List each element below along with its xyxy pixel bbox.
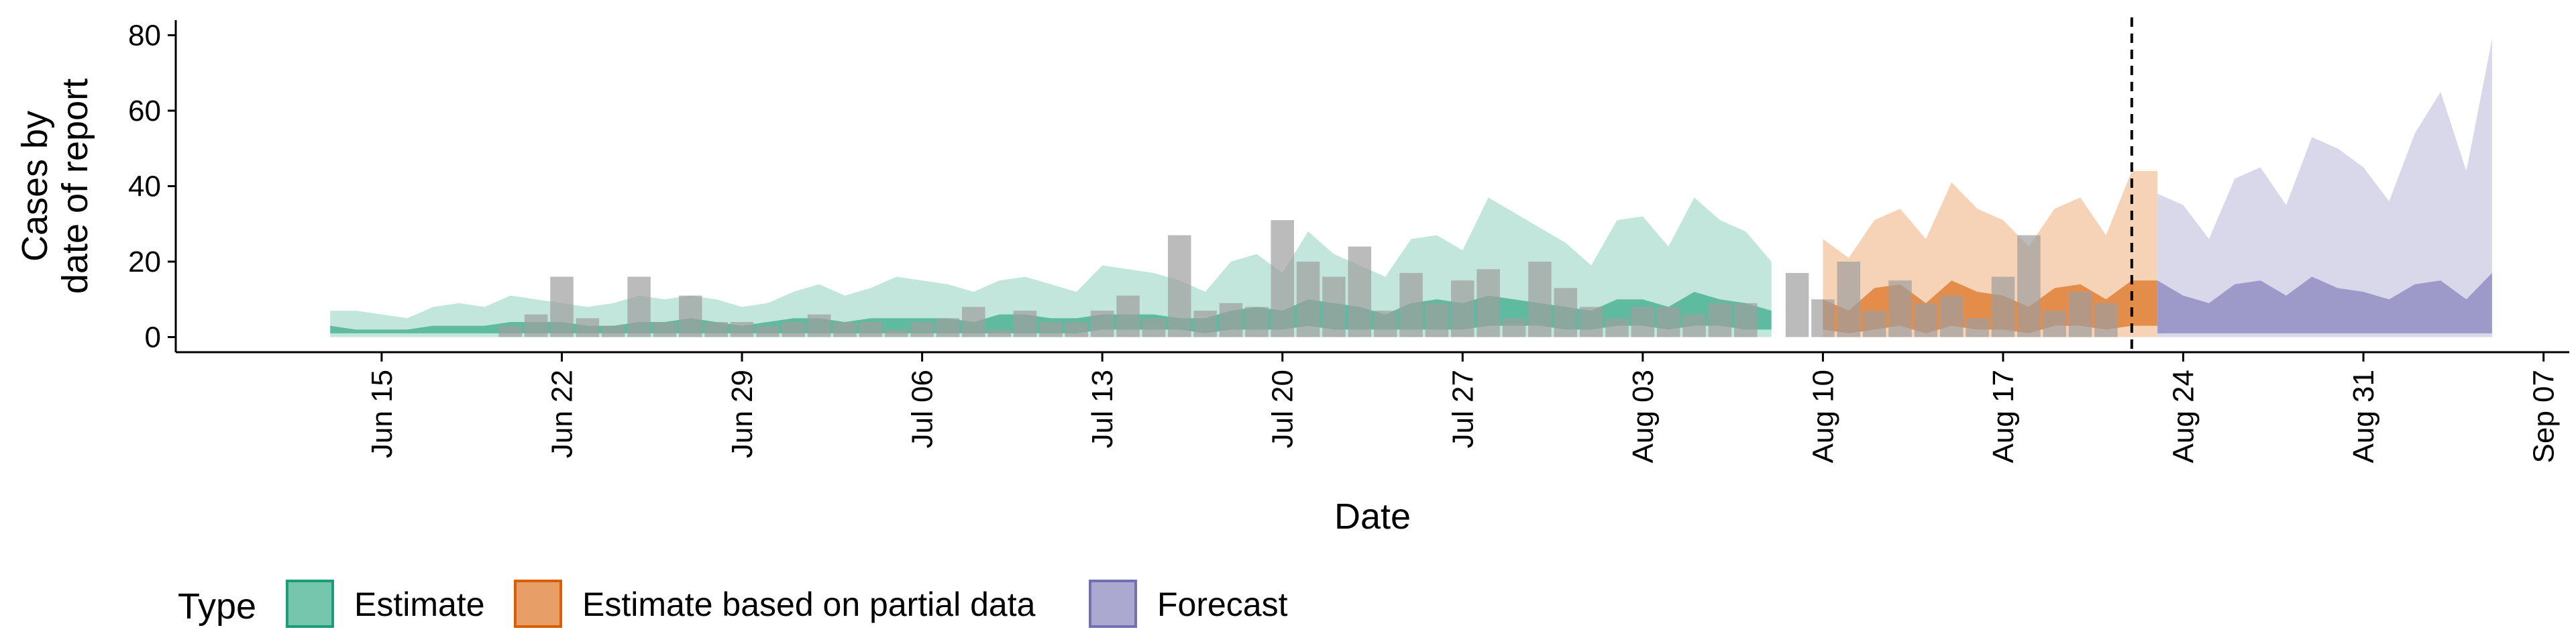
y-tick-label: 0 — [145, 321, 161, 354]
legend-swatch-estimate-based-on-partial-data — [514, 580, 562, 628]
observed-bar — [987, 329, 1011, 337]
legend-items: Estimate Estimate based on partial data Fo… — [286, 580, 1288, 628]
x-tick-label: Jul 20 — [1267, 370, 1299, 448]
observed-bar — [1888, 280, 1912, 337]
observed-bar — [653, 322, 677, 337]
legend-title: Type — [178, 586, 256, 627]
y-tick-label: 20 — [128, 246, 161, 278]
observed-bar — [1579, 307, 1603, 337]
y-tick-label: 40 — [128, 170, 161, 203]
x-tick-label: Jun 15 — [366, 370, 398, 458]
observed-bar — [1090, 311, 1114, 337]
x-tick-label: Jul 27 — [1446, 370, 1479, 448]
y-tick-label: 60 — [128, 95, 161, 127]
y-tick-label: 80 — [128, 19, 161, 52]
observed-bar — [1348, 246, 1372, 337]
legend-swatch-estimate — [286, 580, 334, 628]
y-axis-title-line2: date of report — [55, 78, 95, 294]
observed-bar — [1811, 299, 1835, 337]
observed-bar — [936, 318, 960, 337]
observed-bar — [1193, 311, 1217, 337]
observed-bar — [2043, 311, 2066, 337]
observed-bar — [601, 325, 625, 337]
axes: 0 20 40 60 80 Jun 15 Jun 22 Jun 29 Jul 06 Jul 13… — [128, 19, 2569, 463]
x-tick-label: Aug 31 — [2347, 370, 2380, 463]
observed-bar — [807, 314, 831, 337]
observed-bar — [1142, 318, 1166, 337]
x-tick-label: Jun 22 — [545, 370, 578, 458]
observed-bar — [782, 322, 806, 337]
x-axis-ticks: Jun 15 Jun 22 Jun 29 Jul 06 Jul 13 Jul 20 Jul … — [366, 352, 2561, 463]
observed-bar — [1322, 276, 1346, 337]
legend-label-forecast: Forecast — [1157, 586, 1288, 623]
observed-bar — [1013, 311, 1037, 337]
observed-bar — [1785, 272, 1809, 337]
observed-bar — [833, 322, 857, 337]
observed-bar — [884, 329, 908, 337]
observed-bar — [524, 314, 548, 337]
x-axis-title: Date — [1334, 496, 1411, 537]
legend: Type Estimate Estimate based on partial d… — [178, 580, 1288, 628]
observed-bar — [910, 322, 934, 337]
observed-bar — [1682, 314, 1706, 337]
y-axis-title-line1: Cases by — [15, 111, 55, 262]
observed-bar — [1939, 295, 1964, 337]
observed-bar — [1966, 318, 1989, 337]
observed-bar — [1451, 280, 1474, 337]
observed-bar — [1502, 318, 1526, 337]
x-tick-label: Aug 17 — [1987, 370, 2020, 463]
observed-bar — [1296, 262, 1320, 337]
observed-bar — [1039, 322, 1063, 337]
observed-bar — [704, 322, 728, 337]
x-tick-label: Jul 06 — [906, 370, 939, 448]
observed-bar — [1373, 311, 1397, 337]
x-tick-label: Sep 07 — [2528, 370, 2561, 463]
observed-bar — [1477, 269, 1500, 337]
observed-bar — [756, 325, 780, 337]
observed-bar — [498, 325, 523, 337]
observed-bar — [1399, 272, 1423, 337]
observed-bar — [1837, 262, 1861, 337]
observed-bar — [679, 295, 702, 337]
legend-swatch-forecast — [1089, 580, 1137, 628]
y-axis-ticks: 0 20 40 60 80 — [128, 19, 176, 354]
observed-bar — [2017, 235, 2041, 337]
observed-bar — [1116, 295, 1140, 337]
x-tick-label: Aug 10 — [1807, 370, 1839, 463]
observed-bar — [2068, 292, 2092, 337]
observed-bar — [1656, 307, 1680, 337]
observed-bar — [1991, 276, 2015, 337]
observed-bar — [1425, 303, 1449, 337]
ribbon-90-forecast — [2157, 39, 2492, 337]
legend-label-estimate: Estimate — [354, 586, 485, 623]
x-tick-label: Jul 13 — [1086, 370, 1119, 448]
observed-bar — [1554, 288, 1578, 337]
observed-bar — [1219, 303, 1243, 337]
observed-bar — [859, 322, 883, 337]
x-tick-label: Aug 24 — [2167, 370, 2200, 463]
observed-bar — [627, 276, 651, 337]
observed-bar — [576, 318, 600, 337]
observed-bar — [1862, 311, 1886, 337]
observed-bar — [730, 322, 754, 337]
observed-bar — [1528, 262, 1552, 337]
legend-label-estimate-based-on-partial-data: Estimate based on partial data — [582, 586, 1036, 623]
observed-bar — [1914, 303, 1938, 337]
observed-bar — [1245, 307, 1269, 337]
observed-bar — [1065, 322, 1089, 337]
observed-bar — [1734, 303, 1758, 337]
observed-bar — [550, 276, 574, 337]
observed-bar — [1708, 303, 1732, 337]
observed-bar — [1167, 235, 1191, 337]
observed-bar — [962, 307, 985, 337]
observed-bar — [1605, 318, 1629, 337]
observed-bar — [1271, 220, 1294, 337]
ribbon-50-forecast — [2157, 272, 2492, 333]
observed-bar — [2094, 303, 2118, 337]
observed-bar — [1631, 307, 1655, 337]
observed-bar-layer — [498, 220, 2118, 337]
x-tick-label: Aug 03 — [1627, 370, 1660, 463]
x-tick-label: Jun 29 — [726, 370, 759, 458]
